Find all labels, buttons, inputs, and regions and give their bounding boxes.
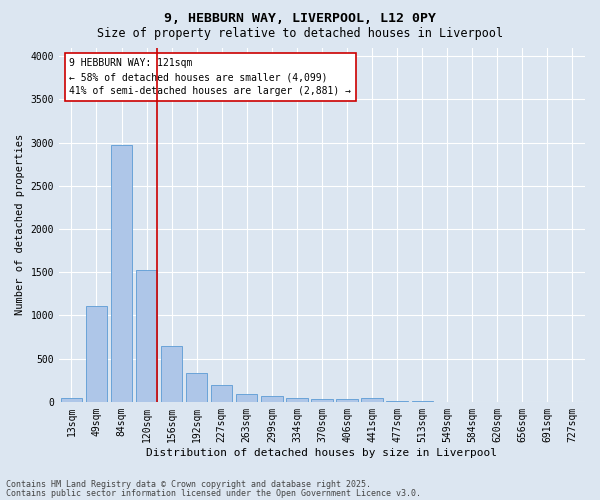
Bar — [161, 346, 182, 402]
Bar — [186, 374, 208, 402]
Bar — [361, 398, 383, 402]
Text: 9 HEBBURN WAY: 121sqm
← 58% of detached houses are smaller (4,099)
41% of semi-d: 9 HEBBURN WAY: 121sqm ← 58% of detached … — [70, 58, 352, 96]
Text: Contains public sector information licensed under the Open Government Licence v3: Contains public sector information licen… — [6, 488, 421, 498]
Bar — [236, 394, 257, 402]
Bar — [286, 398, 308, 402]
Text: 9, HEBBURN WAY, LIVERPOOL, L12 0PY: 9, HEBBURN WAY, LIVERPOOL, L12 0PY — [164, 12, 436, 26]
Bar — [61, 398, 82, 402]
Bar — [311, 399, 332, 402]
Text: Contains HM Land Registry data © Crown copyright and database right 2025.: Contains HM Land Registry data © Crown c… — [6, 480, 371, 489]
Text: Size of property relative to detached houses in Liverpool: Size of property relative to detached ho… — [97, 28, 503, 40]
Bar — [261, 396, 283, 402]
Bar — [211, 386, 232, 402]
Bar — [136, 270, 157, 402]
X-axis label: Distribution of detached houses by size in Liverpool: Distribution of detached houses by size … — [146, 448, 497, 458]
Bar — [337, 399, 358, 402]
Y-axis label: Number of detached properties: Number of detached properties — [15, 134, 25, 316]
Bar — [111, 144, 132, 402]
Bar — [86, 306, 107, 402]
